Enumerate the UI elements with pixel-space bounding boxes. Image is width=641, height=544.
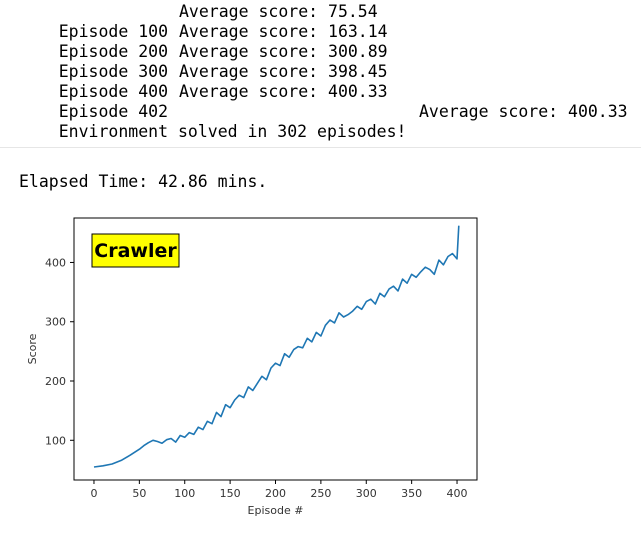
x-tick-label: 400 (447, 487, 468, 500)
log-line: Episode 100 Average score: 75.54 (19, 2, 639, 41)
average-score-label: Average score: 398.45 (179, 62, 388, 81)
solved-average-score: Average score: 400.33 (419, 102, 628, 121)
log-line: Episode 200 Average score: 163.14 (19, 22, 639, 61)
annotation-label: Crawler (94, 240, 177, 262)
x-tick-label: 50 (132, 487, 146, 500)
episode-label: Episode 402 (58, 102, 169, 121)
y-tick-label: 100 (45, 434, 66, 447)
episode-label: Episode 400 (58, 82, 169, 101)
score-plot: 0 50 100 150 200 250 300 350 400 100 200 300 400 Epis… (0, 205, 641, 540)
score-chart-svg: 0 50 100 150 200 250 300 350 400 100 200 300 400 Epis… (26, 217, 478, 517)
solved-message: Environment solved in 302 episodes! (58, 122, 407, 141)
log-line: Episode 300 Average score: 300.89 (19, 42, 639, 81)
x-tick-label: 0 (90, 487, 97, 500)
x-tick-label: 200 (265, 487, 286, 500)
log-line: Episode 402 Average score: 400.33 (19, 82, 639, 121)
log-line: Episode 400 Average score: 398.45 (19, 62, 639, 101)
solved-line: Environment solved in 302 episodes! Avera… (19, 102, 639, 141)
x-tick-label: 350 (401, 487, 422, 500)
y-tick-label: 200 (45, 375, 66, 388)
episode-label: Episode 100 (58, 22, 169, 41)
training-log: Episode 100 Average score: 75.54 Episode … (19, 2, 639, 141)
elapsed-time: Elapsed Time: 42.86 mins. (19, 172, 268, 191)
x-tick-label: 250 (310, 487, 331, 500)
average-score-label: Average score: 163.14 (179, 22, 388, 41)
annotation-badge (91, 233, 180, 268)
x-tick-label: 300 (356, 487, 377, 500)
average-score-label: Average score: 300.89 (179, 42, 388, 61)
score-series-line (93, 225, 460, 468)
x-tick-label: 150 (220, 487, 241, 500)
x-tick-label: 100 (174, 487, 195, 500)
average-score-label: Average score: 400.33 (179, 82, 388, 101)
y-tick-label: 300 (45, 316, 66, 329)
y-tick-label: 400 (45, 256, 66, 269)
output-divider (0, 147, 641, 148)
average-score-label: Average score: 75.54 (179, 2, 378, 21)
episode-label: Episode 200 (58, 42, 169, 61)
x-axis-label: Episode # (248, 504, 304, 517)
y-axis-label: Score (26, 333, 39, 364)
episode-label: Episode 300 (58, 62, 169, 81)
